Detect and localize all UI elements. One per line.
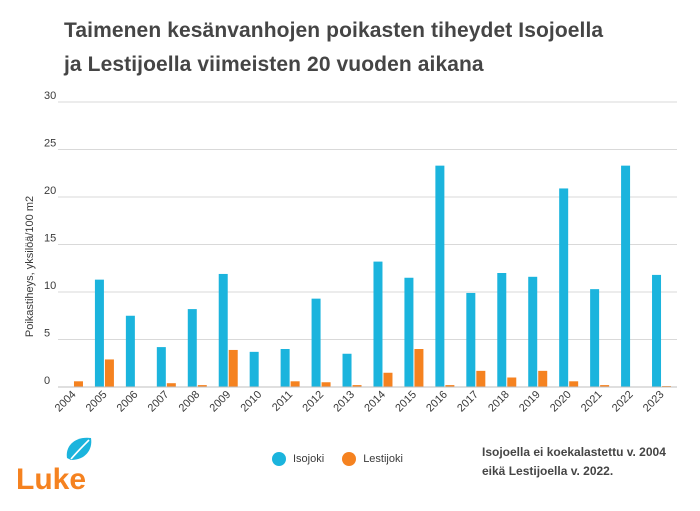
bar-isojoki-2012 <box>311 298 321 387</box>
y-tick-label: 10 <box>44 280 56 292</box>
leaf-icon <box>66 437 92 460</box>
chart-title-line-2: ja Lestijoella viimeisten 20 vuoden aika… <box>64 53 484 76</box>
x-tick-label: 2018 <box>486 389 512 415</box>
x-axis-ticks: 2004 2005 2006 2007 2008 2009 2010 2011 2012 2013… <box>53 389 667 415</box>
bar-lestijoki-2018 <box>507 377 517 387</box>
x-tick-label: 2005 <box>84 389 110 415</box>
luke-logo: Luke <box>16 437 92 494</box>
bar-isojoki-2017 <box>466 292 476 387</box>
gridlines <box>58 101 677 340</box>
legend-item-isojoki: Isojoki <box>272 452 324 466</box>
bar-isojoki-2016 <box>435 165 445 387</box>
bar-isojoki-2018 <box>497 273 507 387</box>
legend-label-isojoki: Isojoki <box>293 453 325 465</box>
bar-lestijoki-2017 <box>476 370 486 387</box>
bar-isojoki-2020 <box>559 188 569 387</box>
bar-lestijoki-2013 <box>352 385 362 387</box>
x-tick-label: 2021 <box>579 389 605 415</box>
bar-isojoki-2006 <box>125 315 135 387</box>
bar-isojoki-2019 <box>528 276 538 387</box>
footnote-line-1: Isojoella ei koekalastettu v. 2004 <box>482 445 666 459</box>
x-tick-label: 2009 <box>208 389 234 415</box>
x-tick-label: 2020 <box>548 389 574 415</box>
x-tick-label: 2022 <box>610 389 636 415</box>
x-tick-label: 2004 <box>53 389 79 415</box>
legend-label-lestijoki: Lestijoki <box>363 453 403 465</box>
x-tick-label: 2013 <box>331 389 357 415</box>
y-tick-label: 30 <box>44 90 56 102</box>
bar-lestijoki-2007 <box>166 383 176 387</box>
y-axis-label: Poikastiheys, yksilöä/100 m2 <box>24 196 36 337</box>
bar-lestijoki-2020 <box>569 381 579 387</box>
bar-isojoki-2015 <box>404 277 414 387</box>
chart-title: Taimenen kesänvanhojen poikasten tiheyde… <box>64 14 684 82</box>
bar-isojoki-2010 <box>249 351 259 387</box>
legend-swatch-lestijoki <box>342 452 357 466</box>
y-tick-label: 15 <box>44 233 56 245</box>
legend: Isojoki Lestijoki <box>272 452 421 466</box>
x-tick-label: 2016 <box>424 389 450 415</box>
bar-lestijoki-2005 <box>104 359 114 387</box>
bar-lestijoki-2012 <box>321 382 331 387</box>
bar-lestijoki-2004 <box>73 381 83 387</box>
bar-isojoki-2005 <box>94 279 104 387</box>
x-tick-label: 2008 <box>177 389 203 415</box>
bar-isojoki-2011 <box>280 349 290 387</box>
x-tick-label: 2012 <box>300 389 326 415</box>
x-tick-label: 2019 <box>517 389 543 415</box>
x-tick-label: 2011 <box>270 389 295 414</box>
x-tick-label: 2023 <box>641 389 667 415</box>
bar-isojoki-2014 <box>373 261 383 387</box>
chart-title-line-1: Taimenen kesänvanhojen poikasten tiheyde… <box>64 19 604 42</box>
y-axis-ticks: 0 5 10 15 20 25 30 <box>44 90 56 387</box>
legend-swatch-isojoki <box>272 452 286 466</box>
y-tick-label: 25 <box>44 138 56 150</box>
bar-lestijoki-2015 <box>414 349 424 387</box>
x-tick-label: 2007 <box>146 389 172 415</box>
bar-lestijoki-2016 <box>445 385 455 387</box>
bar-lestijoki-2014 <box>383 372 393 387</box>
x-tick-label: 2010 <box>238 389 264 415</box>
bar-isojoki-2021 <box>590 289 600 387</box>
bar-lestijoki-2008 <box>197 385 207 387</box>
bar-isojoki-2009 <box>218 273 228 387</box>
bar-isojoki-2023 <box>652 274 662 387</box>
x-tick-label: 2017 <box>455 389 481 415</box>
legend-item-lestijoki: Lestijoki <box>342 452 403 466</box>
bar-isojoki-2013 <box>342 353 352 387</box>
bar-isojoki-2008 <box>187 309 197 387</box>
bar-isojoki-2007 <box>156 347 166 387</box>
footnote: Isojoella ei koekalastettu v. 2004 eikä … <box>482 443 692 481</box>
bar-isojoki-2022 <box>621 165 631 387</box>
bar-lestijoki-2011 <box>290 381 300 387</box>
bars <box>73 165 672 387</box>
logo-wordmark: Luke <box>16 463 86 494</box>
bar-lestijoki-2019 <box>538 370 548 387</box>
x-tick-label: 2015 <box>393 389 419 415</box>
bar-lestijoki-2021 <box>600 385 610 387</box>
bar-lestijoki-2009 <box>228 349 238 387</box>
x-tick-label: 2014 <box>362 389 388 415</box>
y-tick-label: 0 <box>44 375 50 387</box>
y-tick-label: 5 <box>44 328 50 340</box>
y-tick-label: 20 <box>44 185 56 197</box>
footnote-line-2: eikä Lestijoella v. 2022. <box>482 464 614 478</box>
x-tick-label: 2006 <box>115 389 141 415</box>
